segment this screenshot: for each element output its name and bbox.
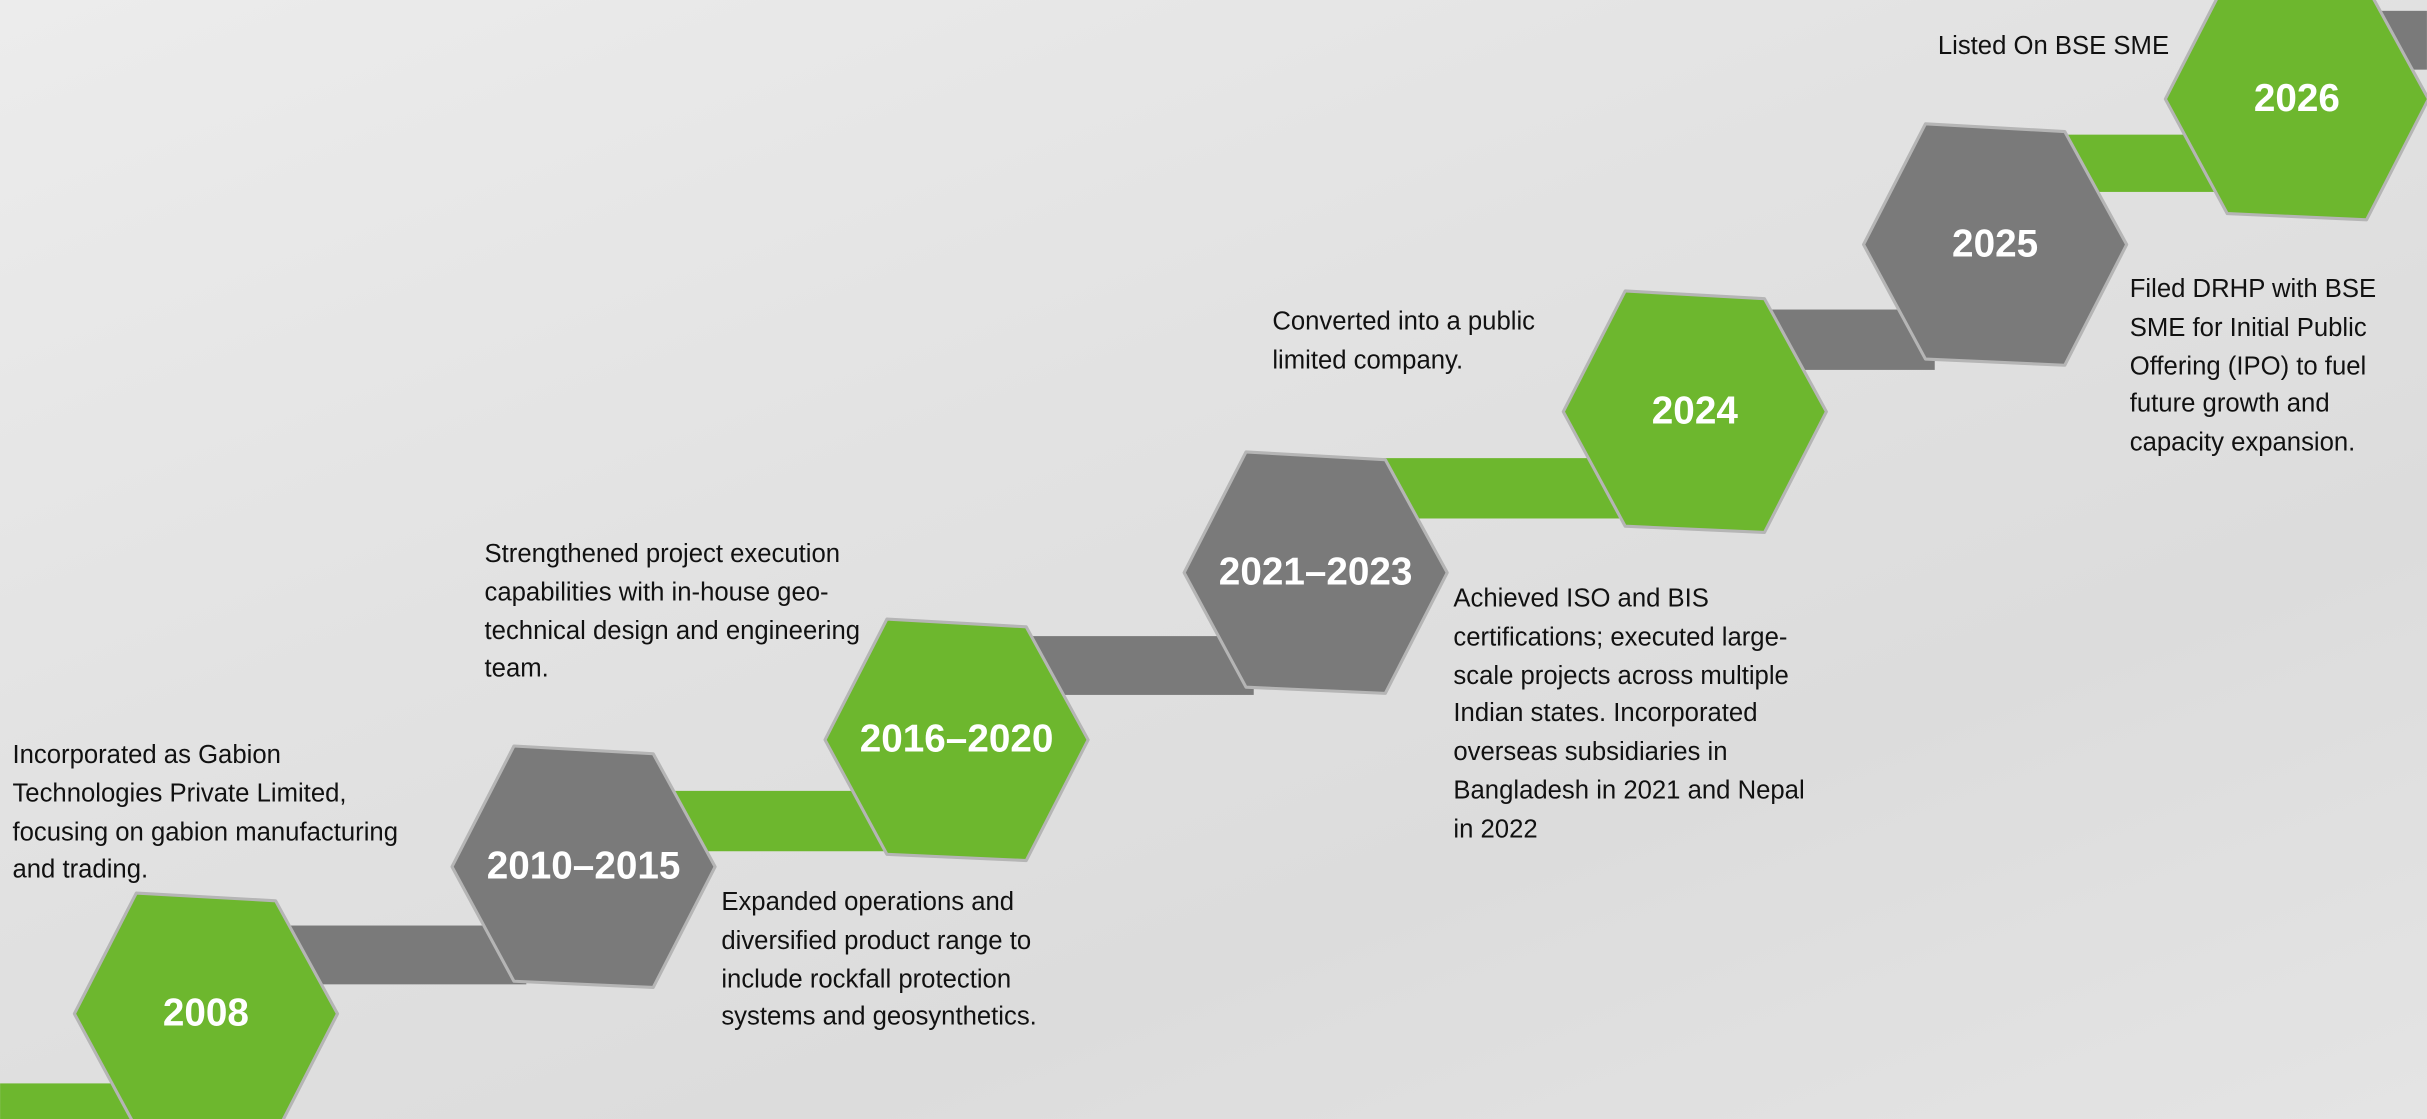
- milestone-description: Listed On BSE SME: [1938, 28, 2263, 66]
- timeline: 2008Incorporated as Gabion Technologies …: [0, 0, 2427, 1119]
- year-label: 2024: [1652, 389, 1739, 432]
- milestone-description: Achieved ISO and BIS certifications; exe…: [1453, 580, 1817, 849]
- description-box: Achieved ISO and BIS certifications; exe…: [1453, 580, 1817, 859]
- description-box: Incorporated as Gabion Technologies Priv…: [12, 737, 399, 1016]
- description-box: Listed On BSE SME: [1938, 28, 2263, 307]
- milestone-description: Expanded operations and diversified prod…: [721, 884, 1108, 1038]
- description-box: Expanded operations and diversified prod…: [721, 884, 1108, 1119]
- milestone-description: Incorporated as Gabion Technologies Priv…: [12, 737, 399, 891]
- year-label: 2010–2015: [487, 844, 681, 887]
- description-box: Converted into a public limited company.: [1272, 303, 1597, 582]
- year-label: 2026: [2254, 77, 2340, 120]
- description-box: Strengthened project execution capabilit…: [485, 536, 918, 815]
- milestone-description: Converted into a public limited company.: [1272, 303, 1597, 380]
- description-box: Filed DRHP with BSE SME for Initial Publ…: [2130, 271, 2427, 550]
- milestone-description: Strengthened project execution capabilit…: [485, 536, 918, 690]
